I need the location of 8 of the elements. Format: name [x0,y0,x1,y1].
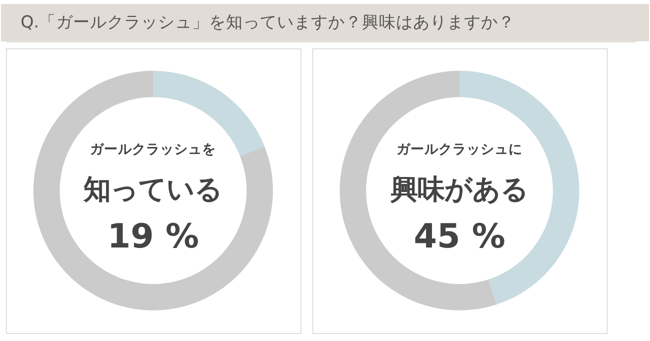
chart-title: Q.「ガールクラッシュ」を知っていますか？興味はありますか？ [20,12,516,32]
donut-slice [34,70,273,310]
text: ガールクラッシュに [396,141,523,158]
text: ガールクラッシュを [90,141,216,158]
text: 45 % [414,216,506,256]
text: 興味がある [390,173,529,206]
text: 知っている [82,173,223,206]
text: 19 % [107,216,199,256]
